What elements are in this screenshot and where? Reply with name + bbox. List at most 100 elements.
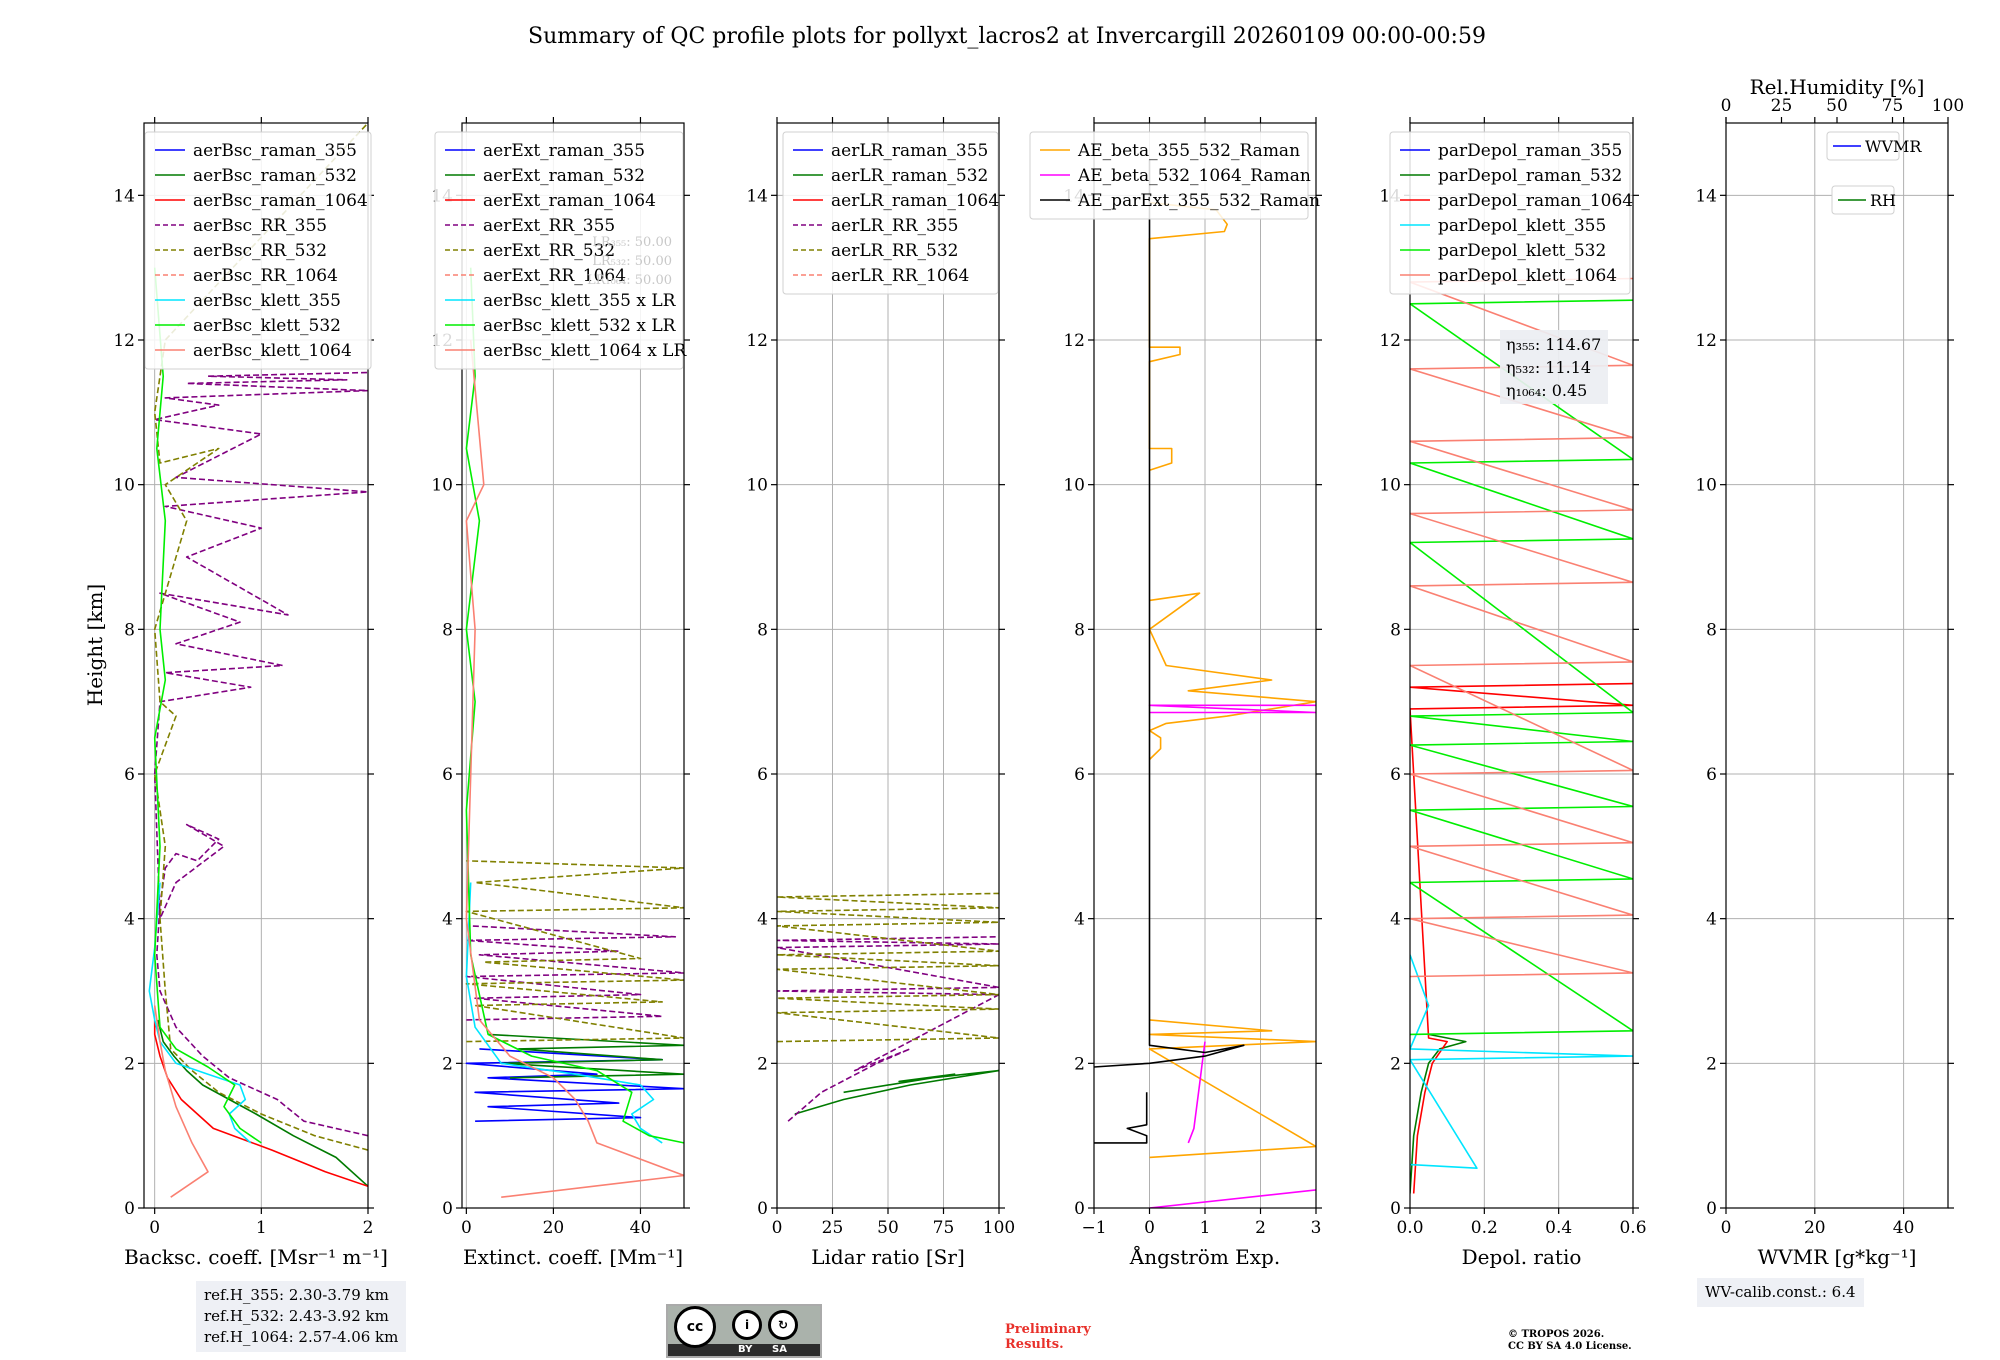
panel-lr: 0 2 4 6 8 10 12 14 0 25 50 75 100 Lidar ratio [Sr] aer… <box>746 117 1015 1269</box>
axes-frame <box>1409 122 1634 1209</box>
cc-license-badge[interactable]: cc i ↻ BY SA <box>666 1304 822 1358</box>
legend-label: AE_parExt_355_532_Raman <box>1077 191 1320 211</box>
ytick-label: 2 <box>1706 1054 1717 1074</box>
lr-label: LR₁₀₆₄: 50.00 <box>587 273 672 288</box>
legend-label: aerBsc_klett_355 x LR <box>483 291 677 311</box>
ytick-label: 12 <box>746 331 768 351</box>
ytick-label: 4 <box>1706 910 1717 930</box>
wv-calib-box: WV-calib.const.: 6.4 <box>1697 1278 1864 1307</box>
axes-frame <box>143 122 369 1209</box>
ytick-label: 12 <box>1063 331 1085 351</box>
xtick-label: 40 <box>1893 1218 1915 1238</box>
ref-height-box: ref.H_355: 2.30-3.79 km ref.H_532: 2.43-… <box>196 1281 407 1352</box>
series-AE_parExt_355_532_Raman <box>1094 1092 1148 1144</box>
series-aerBsc_klett_1064 <box>153 1005 209 1198</box>
xtick-label: 20 <box>543 1218 565 1238</box>
xtick-label: 50 <box>877 1218 899 1238</box>
xtick-label: 100 <box>983 1218 1015 1238</box>
legend-box <box>434 131 684 370</box>
ytick-label: 6 <box>1706 765 1717 785</box>
legend-label: aerBsc_klett_532 x LR <box>483 316 677 336</box>
panel-wv: 0 2 4 6 8 10 12 14 0 20 40 WVMR [g*kg⁻¹] Rel.Humidit… <box>1695 75 1964 1269</box>
series-AE_beta_355_532_Raman <box>1148 201 1228 471</box>
series-AE_beta_532_1064_Raman <box>1187 1041 1206 1144</box>
series-AE_beta_532_1064_Raman <box>1148 704 1316 714</box>
legend-box <box>1389 131 1631 295</box>
legend-label: aerBsc_klett_355 <box>193 291 341 311</box>
legend-label: aerBsc_RR_355 <box>193 216 327 236</box>
by-person-icon: i <box>732 1310 762 1340</box>
ytick-label: 14 <box>113 186 135 206</box>
legend-label: aerLR_raman_355 <box>831 141 988 161</box>
legend-label: aerBsc_RR_1064 <box>193 266 338 286</box>
xtick-label: 1 <box>1200 1218 1211 1238</box>
ref-height-1064: ref.H_1064: 2.57-4.06 km <box>204 1328 399 1346</box>
ytick-label: 10 <box>1695 476 1717 496</box>
series-aerBsc_klett_1064 x LR <box>465 339 684 1198</box>
legend-label: aerBsc_RR_532 <box>193 241 327 261</box>
xtick-label: 20 <box>1804 1218 1826 1238</box>
ytick-label: 10 <box>431 476 453 496</box>
x-axis-label: Extinct. coeff. [Mm⁻¹] <box>463 1245 683 1269</box>
ytick-label: 4 <box>1074 910 1085 930</box>
cc-icon: cc <box>674 1306 716 1348</box>
legend-label: aerBsc_klett_1064 x LR <box>483 341 687 361</box>
figure-title: Summary of QC profile plots for pollyxt_… <box>528 24 1486 49</box>
legend-label: aerExt_RR_1064 <box>483 266 626 286</box>
ytick-label: 8 <box>1706 620 1717 640</box>
series-aerBsc_klett_532 x LR <box>465 267 684 1144</box>
xtick-label: 0.6 <box>1619 1218 1646 1238</box>
series-AE_parExt_355_532_Raman <box>1094 159 1245 1068</box>
legend-box <box>144 131 372 370</box>
series-aerExt_raman_532 <box>488 1033 684 1079</box>
ytick-label: 14 <box>746 186 768 206</box>
xtick-label: 0 <box>1721 1218 1732 1238</box>
legend-label: aerBsc_raman_1064 <box>193 191 368 211</box>
copyright-line-2: CC BY SA 4.0 License. <box>1508 1341 1632 1352</box>
sa-label: SA <box>772 1344 787 1355</box>
legend-box <box>1029 131 1309 220</box>
xtick-label: 2 <box>1255 1218 1266 1238</box>
ytick-label: 12 <box>1379 331 1401 351</box>
series-group <box>1094 159 1316 1208</box>
top-tick-label: 75 <box>1882 96 1904 116</box>
legend-label: aerBsc_klett_532 <box>193 316 341 336</box>
top-tick-label: 50 <box>1826 96 1848 116</box>
series-aerLR_raman_532 <box>794 1069 999 1115</box>
ytick-label: 2 <box>1390 1054 1401 1074</box>
ref-height-355: ref.H_355: 2.30-3.79 km <box>204 1286 389 1304</box>
xtick-label: 0 <box>772 1218 783 1238</box>
series-aerBsc_RR_532 <box>153 123 368 1151</box>
copyright-note: © TROPOS 2026. CC BY SA 4.0 License. <box>1508 1329 1632 1353</box>
legend-label: aerExt_raman_1064 <box>483 191 656 211</box>
series-parDepol_klett_532 <box>1410 299 1633 1036</box>
legend-label: parDepol_raman_1064 <box>1438 191 1633 211</box>
xtick-label: 1 <box>256 1218 267 1238</box>
legend-label: parDepol_raman_532 <box>1438 166 1622 186</box>
ytick-label: 8 <box>1074 620 1085 640</box>
top-tick-label: 100 <box>1932 96 1964 116</box>
series-parDepol_klett_355 <box>1410 954 1633 1169</box>
legend-label: aerExt_raman_355 <box>483 141 645 161</box>
ytick-label: 2 <box>1074 1054 1085 1074</box>
x-axis-label: Lidar ratio [Sr] <box>811 1245 965 1269</box>
legend-label: parDepol_raman_355 <box>1438 141 1622 161</box>
ytick-label: 4 <box>442 910 453 930</box>
ytick-label: 0 <box>757 1199 768 1219</box>
ytick-label: 4 <box>1390 910 1401 930</box>
ytick-label: 8 <box>1390 620 1401 640</box>
xtick-label: 0.4 <box>1545 1218 1572 1238</box>
axes-frame <box>461 122 685 1209</box>
series-aerExt_RR_355 <box>465 925 684 1021</box>
series-AE_beta_355_532_Raman <box>1148 1019 1316 1159</box>
ytick-label: 6 <box>757 765 768 785</box>
ytick-label: 8 <box>757 620 768 640</box>
legend-box <box>1826 131 1900 161</box>
top-tick-label: 0 <box>1721 96 1732 116</box>
legend-label: aerExt_RR_532 <box>483 241 615 261</box>
ytick-label: 0 <box>1706 1199 1717 1219</box>
series-aerBsc_raman_1064 <box>153 1019 368 1188</box>
y-axis-label: Height [km] <box>83 584 107 706</box>
